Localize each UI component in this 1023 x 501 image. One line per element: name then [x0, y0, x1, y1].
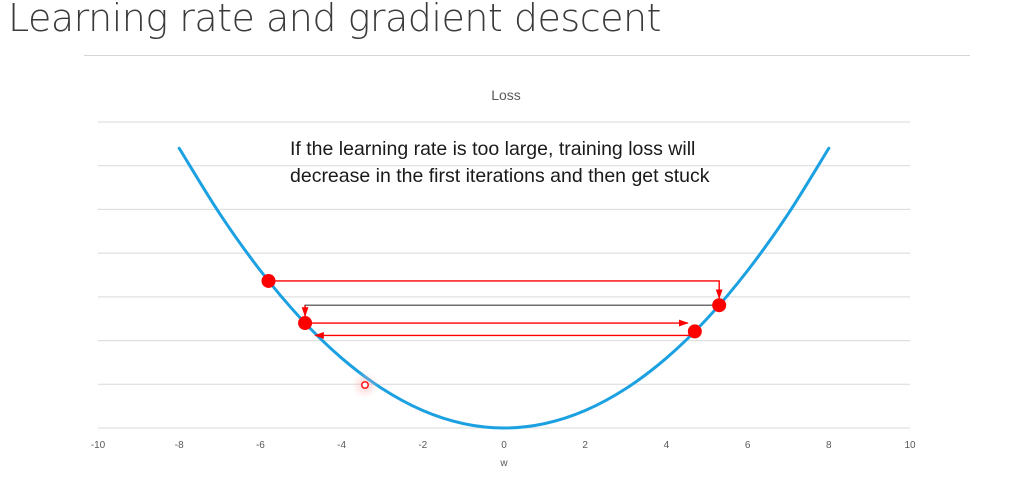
x-tick-label: -6	[256, 440, 265, 451]
x-tick-label: -2	[418, 440, 427, 451]
x-tick-label: 8	[826, 440, 832, 451]
step-arrow	[268, 280, 723, 300]
x-tick-label: -10	[91, 440, 106, 451]
step-point	[261, 273, 276, 288]
x-tick-labels: -10 -8 -6 -4 -2 0 2 4 6 8 10	[91, 440, 916, 451]
grid-lines	[98, 121, 910, 429]
chart-title: Loss	[491, 87, 521, 103]
cursor-icon	[360, 380, 369, 389]
step-point	[687, 324, 702, 339]
title-divider	[84, 55, 970, 56]
loss-curve	[177, 146, 831, 430]
x-tick-label: -4	[337, 440, 346, 451]
chart-annotation: If the learning rate is too large, train…	[290, 138, 710, 187]
x-tick-label: 0	[501, 440, 507, 451]
x-tick-label: 6	[745, 440, 751, 451]
step-arrow	[304, 304, 720, 317]
step-point	[298, 316, 313, 331]
x-tick-label: 4	[664, 440, 670, 451]
cursor-group	[351, 371, 379, 399]
x-tick-label: 10	[904, 440, 916, 451]
slide-title: Learning rate and gradient descent	[8, 0, 661, 40]
x-axis-label: w	[499, 458, 508, 469]
x-tick-label: 2	[582, 440, 588, 451]
loss-curve-group	[177, 146, 831, 430]
gradient-steps	[261, 273, 727, 339]
x-tick-label: -8	[175, 440, 184, 451]
step-point	[712, 298, 727, 313]
